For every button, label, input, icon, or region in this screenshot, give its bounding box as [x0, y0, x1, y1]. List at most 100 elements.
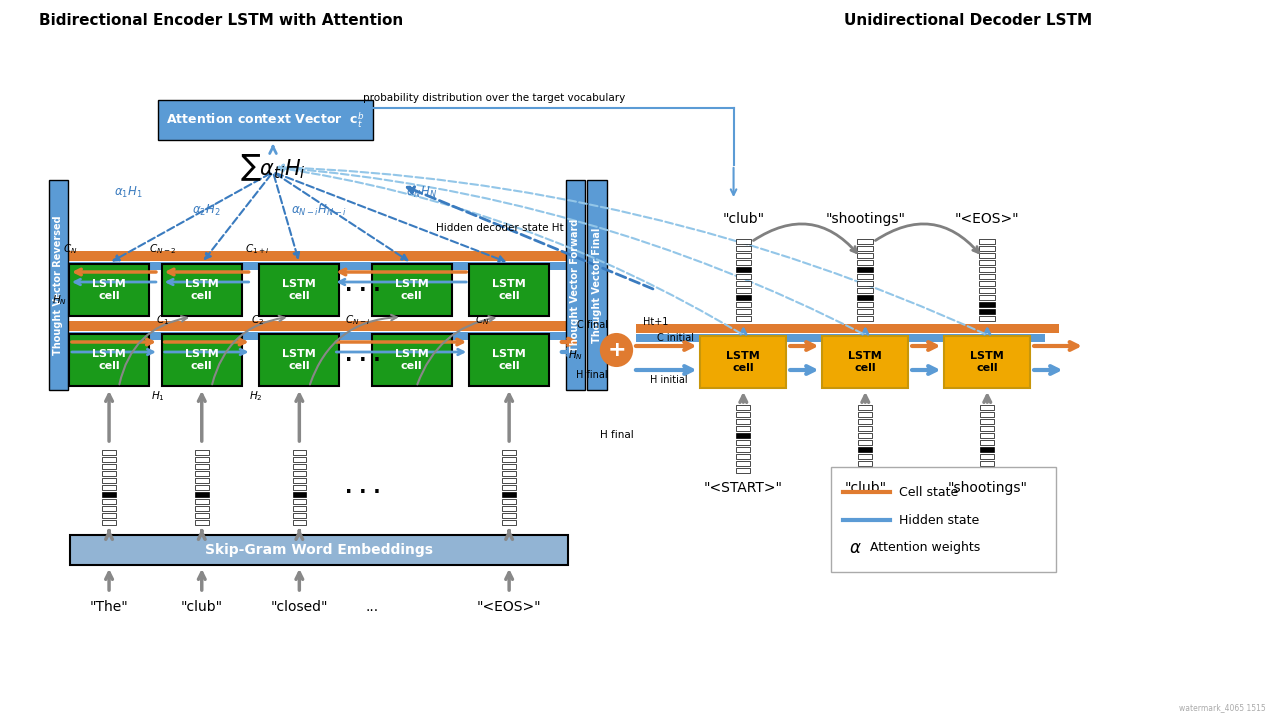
- Text: $C_{1+i}$: $C_{1+i}$: [244, 242, 270, 256]
- Bar: [822, 336, 909, 388]
- Bar: [859, 433, 872, 438]
- Bar: [979, 316, 995, 321]
- FancyArrowPatch shape: [506, 572, 512, 590]
- Bar: [736, 440, 750, 445]
- Bar: [736, 468, 750, 473]
- Text: LSTM
cell: LSTM cell: [727, 351, 760, 373]
- Bar: [195, 513, 209, 518]
- Bar: [636, 334, 1044, 342]
- Bar: [979, 302, 995, 307]
- Bar: [859, 412, 872, 417]
- Bar: [195, 464, 209, 469]
- Bar: [49, 180, 68, 390]
- Bar: [980, 433, 995, 438]
- Bar: [102, 478, 116, 483]
- Text: $C_2$: $C_2$: [251, 313, 264, 327]
- Bar: [293, 485, 306, 490]
- Bar: [736, 461, 750, 466]
- FancyArrowPatch shape: [984, 329, 989, 334]
- FancyArrowPatch shape: [337, 339, 462, 345]
- FancyArrowPatch shape: [198, 531, 205, 539]
- Bar: [979, 309, 995, 314]
- Text: "shootings": "shootings": [947, 481, 1028, 495]
- Bar: [293, 506, 306, 511]
- Text: LSTM
cell: LSTM cell: [283, 349, 316, 371]
- Text: "club": "club": [722, 212, 764, 226]
- Text: "<EOS>": "<EOS>": [955, 212, 1020, 226]
- Bar: [858, 246, 873, 251]
- FancyArrowPatch shape: [106, 395, 113, 441]
- FancyArrowPatch shape: [861, 396, 869, 402]
- Bar: [102, 464, 116, 469]
- Bar: [502, 492, 516, 497]
- Bar: [979, 281, 995, 286]
- Bar: [979, 267, 995, 272]
- FancyArrowPatch shape: [339, 279, 466, 285]
- Text: Thought Vector Final: Thought Vector Final: [591, 228, 602, 343]
- Bar: [502, 520, 516, 525]
- Bar: [102, 492, 116, 497]
- Bar: [293, 478, 306, 483]
- Bar: [858, 288, 873, 293]
- Bar: [195, 520, 209, 525]
- Text: "<EOS>": "<EOS>": [477, 600, 541, 614]
- Bar: [736, 302, 751, 307]
- Bar: [68, 321, 566, 331]
- Bar: [858, 281, 873, 286]
- Bar: [736, 454, 750, 459]
- FancyArrowPatch shape: [337, 349, 463, 355]
- Text: H final: H final: [576, 370, 608, 380]
- Bar: [195, 506, 209, 511]
- Bar: [260, 264, 339, 316]
- Bar: [736, 447, 750, 452]
- Bar: [293, 499, 306, 504]
- Text: Bidirectional Encoder LSTM with Attention: Bidirectional Encoder LSTM with Attentio…: [40, 12, 403, 27]
- Bar: [161, 334, 242, 386]
- Text: · · ·: · · ·: [344, 351, 380, 369]
- FancyArrowPatch shape: [165, 349, 246, 355]
- Text: Thought Vector Forward: Thought Vector Forward: [571, 218, 581, 351]
- Bar: [736, 295, 751, 300]
- Bar: [859, 461, 872, 466]
- FancyArrowPatch shape: [984, 396, 991, 402]
- Text: Attention weights: Attention weights: [870, 541, 980, 554]
- Bar: [195, 450, 209, 455]
- Text: LSTM
cell: LSTM cell: [493, 279, 526, 301]
- FancyArrowPatch shape: [72, 339, 152, 345]
- Bar: [859, 405, 872, 410]
- Text: $C_{N-i}$: $C_{N-i}$: [346, 313, 371, 327]
- FancyArrowPatch shape: [741, 329, 746, 334]
- FancyArrowPatch shape: [636, 366, 692, 374]
- Text: LSTM
cell: LSTM cell: [184, 349, 219, 371]
- Bar: [293, 513, 306, 518]
- Bar: [979, 253, 995, 258]
- FancyArrowPatch shape: [278, 165, 863, 334]
- Bar: [69, 264, 148, 316]
- Bar: [736, 412, 750, 417]
- Bar: [858, 253, 873, 258]
- Bar: [980, 412, 995, 417]
- Text: $H_2$: $H_2$: [248, 389, 262, 403]
- Bar: [68, 332, 566, 340]
- Text: $H_N$: $H_N$: [52, 293, 67, 307]
- Text: · · ·: · · ·: [344, 281, 380, 300]
- FancyArrowPatch shape: [278, 166, 741, 333]
- Bar: [293, 471, 306, 476]
- Text: LSTM
cell: LSTM cell: [394, 279, 429, 301]
- Text: "club": "club": [180, 600, 223, 614]
- Bar: [980, 454, 995, 459]
- Bar: [859, 468, 872, 473]
- FancyArrowPatch shape: [911, 342, 936, 350]
- Text: LSTM
cell: LSTM cell: [849, 351, 882, 373]
- Circle shape: [600, 334, 632, 366]
- Bar: [736, 433, 750, 438]
- FancyArrowPatch shape: [296, 395, 302, 441]
- FancyArrowPatch shape: [340, 269, 466, 275]
- FancyArrowPatch shape: [1034, 366, 1057, 374]
- Bar: [736, 288, 751, 293]
- Bar: [736, 316, 751, 321]
- Text: Ht+1: Ht+1: [643, 317, 668, 327]
- FancyArrowPatch shape: [506, 395, 512, 441]
- FancyArrowPatch shape: [114, 174, 270, 261]
- Bar: [858, 316, 873, 321]
